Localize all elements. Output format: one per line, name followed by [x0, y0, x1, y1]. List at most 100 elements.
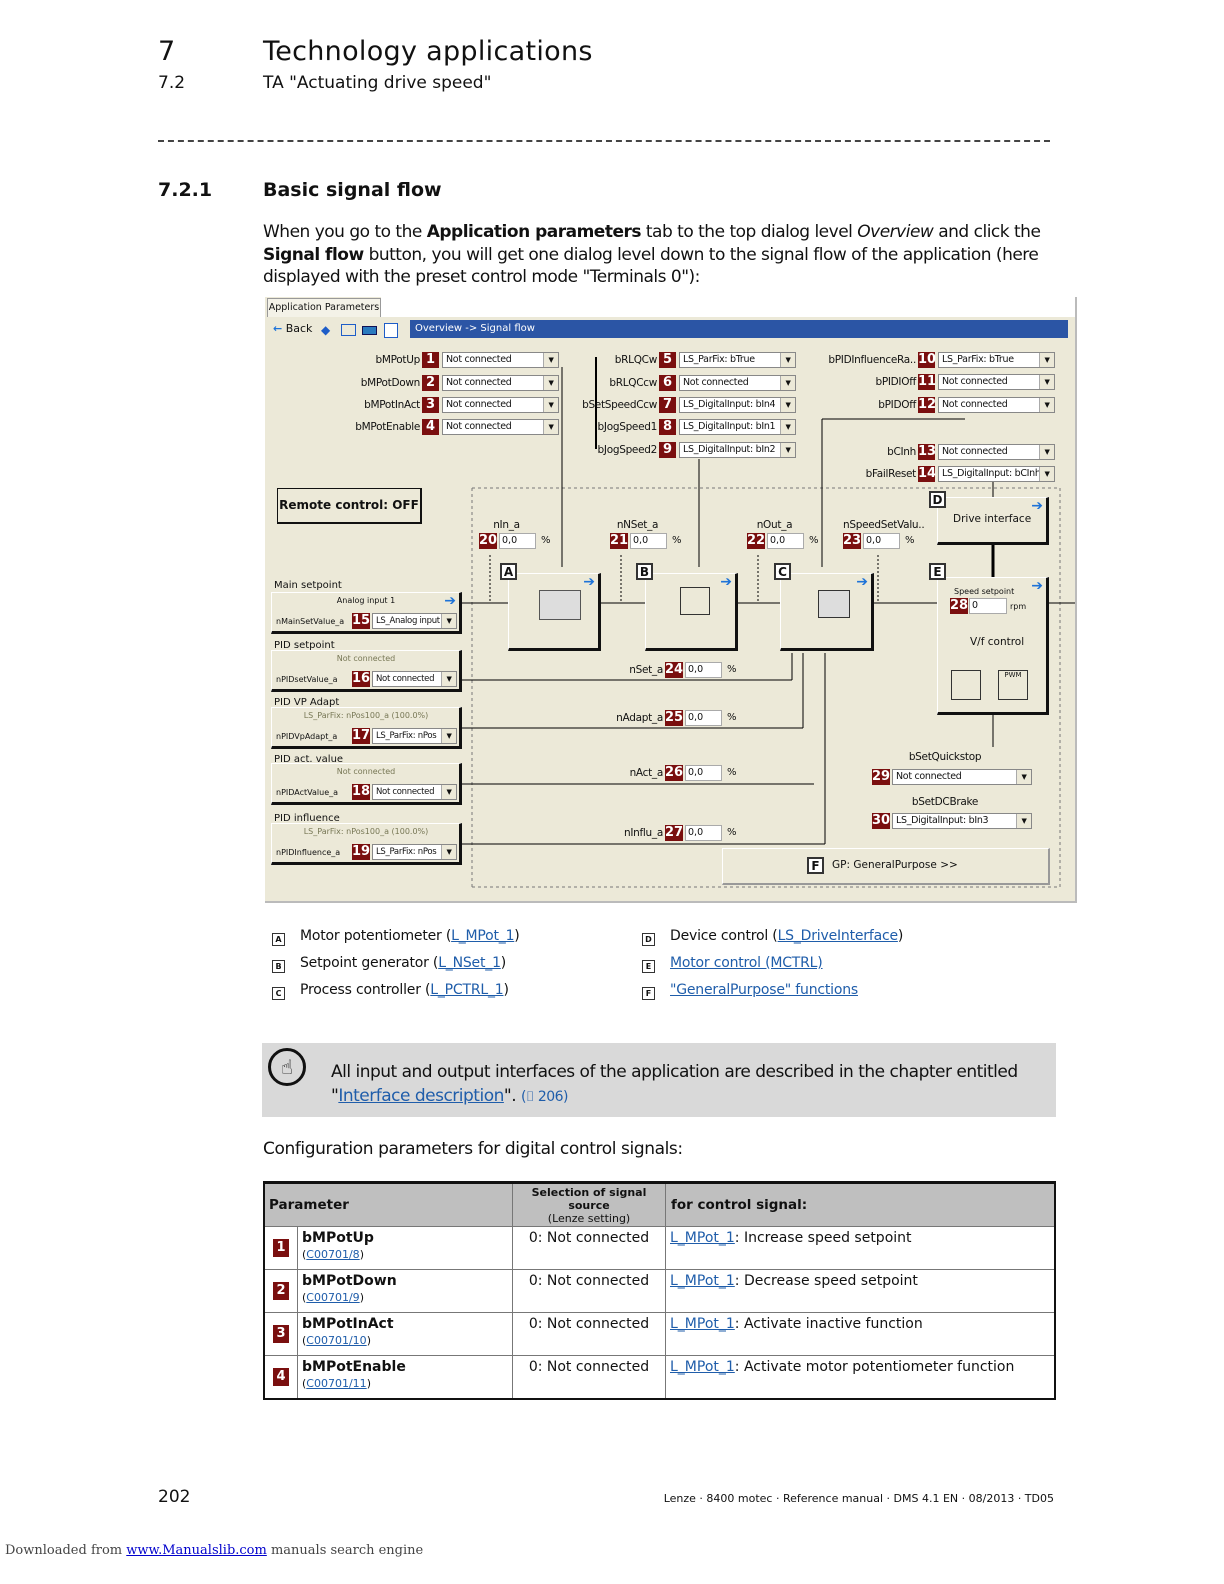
input-select-13[interactable]: Not connected ▼ — [938, 444, 1055, 460]
properties-icon[interactable] — [384, 323, 398, 338]
badge-19: 19 — [352, 844, 371, 860]
block-drive-interface[interactable]: Drive interface ➔ — [937, 497, 1049, 545]
remote-control-button[interactable]: Remote control: OFF — [277, 488, 422, 524]
chevron-down-icon[interactable]: ▼ — [1039, 398, 1054, 412]
chevron-down-icon[interactable]: ▼ — [780, 376, 795, 390]
function-block-link[interactable]: L_MPot_1 — [670, 1359, 735, 1375]
badge-11: 11 — [918, 374, 937, 390]
function-block-link[interactable]: L_MPot_1 — [670, 1230, 735, 1246]
manualslib-link[interactable]: www.Manualslib.com — [126, 1543, 267, 1558]
legend-link[interactable]: L_MPot_1 — [451, 928, 515, 944]
chevron-down-icon[interactable]: ▼ — [543, 420, 558, 434]
chevron-down-icon[interactable]: ▼ — [441, 785, 456, 799]
input-select-11[interactable]: Not connected ▼ — [938, 374, 1055, 390]
footer-doc-info: Lenze · 8400 motec · Reference manual · … — [663, 1492, 1054, 1505]
monitor-value: 0,0 — [499, 533, 536, 549]
chevron-down-icon[interactable]: ▼ — [441, 672, 456, 686]
input-select-10[interactable]: LS_ParFix: bTrue ▼ — [938, 352, 1055, 368]
chevron-down-icon[interactable]: ▼ — [441, 845, 456, 859]
info-icon[interactable]: ◆ — [321, 323, 331, 337]
chevron-down-icon[interactable]: ▼ — [1039, 467, 1054, 481]
block-process-controller[interactable]: ➔ — [780, 573, 874, 651]
input-select-6[interactable]: Not connected ▼ — [679, 375, 796, 391]
chevron-down-icon[interactable]: ▼ — [543, 376, 558, 390]
chevron-down-icon[interactable]: ▼ — [543, 398, 558, 412]
input-label: bCInh — [887, 446, 916, 458]
setpoint-group-label: PID influence — [274, 813, 340, 824]
input-select-1[interactable]: Not connected ▼ — [442, 352, 559, 368]
setpoint-label: nPIDVpAdapt_a — [276, 732, 338, 741]
input-select-12[interactable]: Not connected ▼ — [938, 397, 1055, 413]
interface-description-link[interactable]: Interface description — [338, 1086, 504, 1106]
general-purpose-button[interactable]: F GP: GeneralPurpose >> — [722, 848, 1050, 885]
chevron-down-icon[interactable]: ▼ — [780, 443, 795, 457]
legend-item: Setpoint generator (L_NSet_1) — [300, 955, 506, 971]
arrow-right-icon[interactable]: ➔ — [1031, 498, 1043, 514]
function-block-link[interactable]: L_MPot_1 — [670, 1273, 735, 1289]
badge-25: 25 — [665, 710, 684, 726]
signal-source: 0: Not connected — [512, 1269, 666, 1313]
table-row: 2 bMPotDown (C00701/9) 0: Not connected L_MP… — [263, 1269, 1056, 1313]
page-reference-link[interactable]: (⌷ 206) — [521, 1089, 569, 1105]
legend-link[interactable]: L_NSet_1 — [438, 955, 501, 971]
tab-application-parameters[interactable]: Application Parameters — [267, 298, 381, 317]
input-select-4[interactable]: Not connected ▼ — [442, 419, 559, 435]
dcbrake-select[interactable]: LS_DigitalInput: bIn3 ▼ — [892, 813, 1032, 829]
quickstop-select[interactable]: Not connected ▼ — [892, 769, 1032, 785]
setpoint-select-17[interactable]: LS_ParFix: nPos ▼ — [372, 728, 457, 744]
import-icon[interactable] — [341, 324, 356, 336]
function-block-link[interactable]: L_MPot_1 — [670, 1316, 735, 1332]
setpoint-select-16[interactable]: Not connected ▼ — [372, 671, 457, 687]
block-label-c: C — [774, 563, 791, 580]
setpoint-select-18[interactable]: Not connected ▼ — [372, 784, 457, 800]
arrow-right-icon[interactable]: ➔ — [583, 574, 595, 590]
arrow-right-icon[interactable]: ➔ — [720, 574, 732, 590]
code-link[interactable]: C00701/11 — [306, 1377, 367, 1390]
arrow-right-icon[interactable]: ➔ — [444, 593, 456, 609]
legend-link[interactable]: L_PCTRL_1 — [430, 982, 504, 998]
setpoint-select-15[interactable]: LS_Analog input ▼ — [372, 613, 457, 629]
chevron-down-icon[interactable]: ▼ — [780, 353, 795, 367]
input-select-7[interactable]: LS_DigitalInput: bIn4 ▼ — [679, 397, 796, 413]
legend-link[interactable]: Motor control (MCTRL) — [670, 955, 823, 971]
block-motor-potentiometer[interactable]: ➔ — [508, 573, 601, 651]
input-label: bMPotEnable — [355, 421, 420, 433]
chevron-down-icon[interactable]: ▼ — [1016, 770, 1031, 784]
code-link[interactable]: C00701/8 — [306, 1248, 360, 1261]
table-row: 4 bMPotEnable (C00701/11) 0: Not connected L… — [263, 1355, 1056, 1400]
chevron-down-icon[interactable]: ▼ — [1039, 445, 1054, 459]
input-label: bJogSpeed2 — [597, 444, 658, 456]
legend-link[interactable]: "GeneralPurpose" functions — [670, 982, 858, 998]
badge-26: 26 — [665, 765, 684, 781]
chevron-down-icon[interactable]: ▼ — [441, 614, 456, 628]
chevron-down-icon[interactable]: ▼ — [441, 729, 456, 743]
input-select-3[interactable]: Not connected ▼ — [442, 397, 559, 413]
chevron-down-icon[interactable]: ▼ — [780, 420, 795, 434]
back-button[interactable]: ← Back — [273, 322, 313, 335]
badge-5: 5 — [659, 352, 676, 368]
input-select-2[interactable]: Not connected ▼ — [442, 375, 559, 391]
legend-item: "GeneralPurpose" functions — [670, 982, 858, 998]
chevron-down-icon[interactable]: ▼ — [780, 398, 795, 412]
chevron-down-icon[interactable]: ▼ — [1016, 814, 1031, 828]
code-link[interactable]: C00701/10 — [306, 1334, 367, 1347]
chevron-down-icon[interactable]: ▼ — [1039, 353, 1054, 367]
keyboard-icon[interactable] — [362, 326, 377, 335]
block-motor-control[interactable]: Speed setpoint 28 0 rpm V/f control PWM … — [937, 577, 1049, 715]
input-select-8[interactable]: LS_DigitalInput: bIn1 ▼ — [679, 419, 796, 435]
chevron-down-icon[interactable]: ▼ — [1039, 375, 1054, 389]
input-select-14[interactable]: LS_DigitalInput: bCInh ▼ — [938, 466, 1055, 482]
input-select-5[interactable]: LS_ParFix: bTrue ▼ — [679, 352, 796, 368]
arrow-right-icon[interactable]: ➔ — [856, 574, 868, 590]
input-select-9[interactable]: LS_DigitalInput: bIn2 ▼ — [679, 442, 796, 458]
setpoint-select-19[interactable]: LS_ParFix: nPos ▼ — [372, 844, 457, 860]
badge-2: 2 — [422, 375, 439, 391]
page-number: 202 — [158, 1487, 191, 1507]
chevron-down-icon[interactable]: ▼ — [543, 353, 558, 367]
monitor-value: 0,0 — [685, 662, 722, 678]
legend-link[interactable]: LS_DriveInterface — [777, 928, 898, 944]
code-link[interactable]: C00701/9 — [306, 1291, 360, 1304]
arrow-right-icon[interactable]: ➔ — [1031, 578, 1043, 594]
signal-description: : Activate motor potentiometer function — [734, 1359, 1015, 1375]
block-setpoint-generator[interactable]: ➔ — [645, 573, 738, 651]
